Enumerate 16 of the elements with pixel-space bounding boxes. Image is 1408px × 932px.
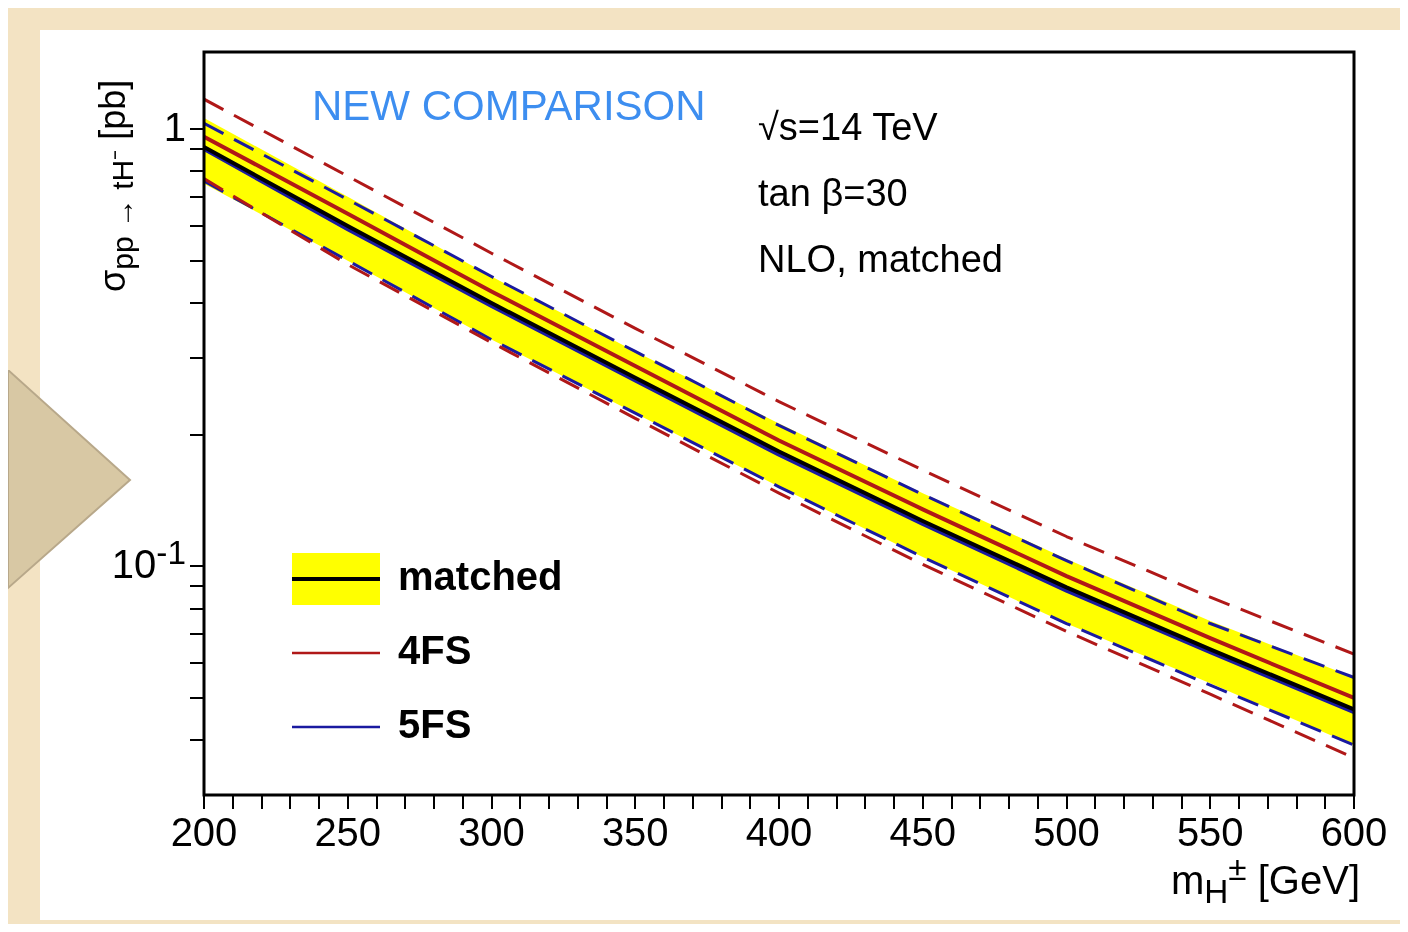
- y-tick-label: 10$^{-1}$: [111, 534, 186, 587]
- y-tick-label: 1: [163, 105, 186, 149]
- legend-label: matched: [398, 554, 563, 599]
- annotation: √s=14 TeV: [758, 106, 939, 149]
- annotation: tan β=30: [758, 172, 908, 215]
- x-tick-label: 500: [1033, 810, 1100, 855]
- annotation: NEW COMPARISON: [312, 81, 706, 129]
- legend-label: 5FS: [398, 702, 472, 747]
- x-tick-label: 400: [745, 810, 813, 855]
- legend-label: 4FS: [398, 628, 472, 673]
- annotation: NLO, matched: [758, 238, 1003, 281]
- x-tick-label: 300: [458, 810, 525, 855]
- x-tick-label: 350: [601, 810, 669, 855]
- x-tick-label: 250: [314, 810, 382, 855]
- x-tick-label: 200: [170, 810, 238, 855]
- x-tick-label: 450: [889, 810, 957, 855]
